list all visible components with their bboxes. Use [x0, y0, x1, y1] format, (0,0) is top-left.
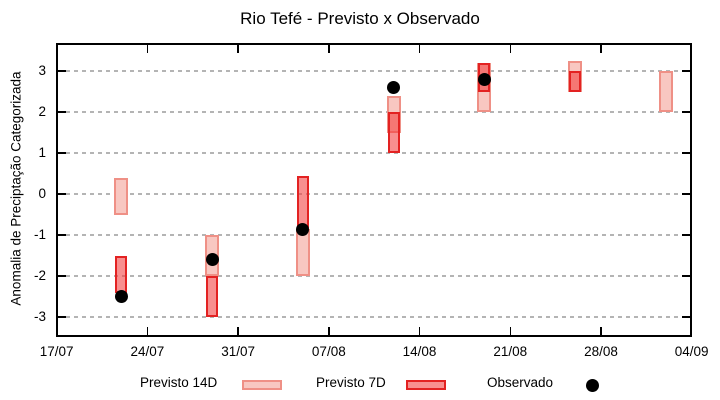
x-tick-mark-top	[146, 45, 149, 53]
y-tick-mark-right	[682, 111, 690, 113]
x-tick-mark-bottom	[55, 327, 58, 335]
y-tick-mark-left	[58, 275, 66, 277]
y-tick-label: 1	[38, 145, 46, 161]
x-tick-mark-bottom	[328, 327, 330, 335]
x-tick-label: 07/08	[311, 344, 346, 359]
y-tick-label: -2	[33, 268, 46, 284]
y-tick-label: 3	[38, 63, 46, 79]
x-tick-mark-top	[509, 45, 511, 53]
legend-label-previsto-7d: Previsto 7D	[316, 375, 386, 390]
y-tick-mark-left	[58, 234, 66, 236]
observado-dot	[387, 81, 401, 95]
previsto-7d-box	[115, 255, 128, 293]
x-tick-mark-top	[237, 45, 239, 53]
x-tick-label: 04/09	[674, 344, 709, 359]
y-tick-label: 0	[38, 186, 46, 202]
y-tick-label: -1	[33, 227, 46, 243]
x-tick-mark-top	[328, 45, 330, 53]
gridline-y-3	[58, 70, 690, 73]
previsto-7d-box	[206, 276, 219, 318]
x-tick-mark-bottom	[237, 327, 239, 335]
x-tick-label: 14/08	[402, 344, 437, 359]
previsto-14d-box	[295, 229, 310, 277]
plot-area-border	[56, 43, 692, 337]
x-tick-mark-bottom	[690, 327, 693, 335]
gridline-y-2	[58, 111, 690, 114]
previsto-7d-box	[569, 71, 582, 92]
gridline-y-0	[58, 193, 690, 196]
y-tick-mark-left	[58, 152, 66, 154]
y-tick-mark-right	[682, 275, 690, 277]
observado-dot	[205, 253, 219, 267]
y-tick-mark-right	[682, 70, 690, 72]
legend-swatch-previsto-7d	[406, 380, 446, 390]
x-tick-label: 21/08	[493, 344, 528, 359]
x-tick-mark-bottom	[146, 327, 149, 335]
previsto-7d-box	[296, 175, 309, 230]
chart-title: Rio Tefé - Previsto x Observado	[240, 9, 480, 28]
legend-label-observado: Observado	[487, 375, 554, 390]
y-tick-mark-right	[682, 234, 690, 236]
gridline-y-1	[58, 152, 690, 155]
y-tick-mark-left	[58, 316, 66, 318]
observado-dot	[477, 72, 491, 86]
y-tick-label: -3	[33, 309, 46, 325]
legend-label-previsto-14d: Previsto 14D	[140, 375, 218, 390]
x-tick-label: 28/08	[584, 344, 618, 359]
y-tick-mark-left	[58, 111, 66, 113]
y-tick-mark-right	[682, 316, 690, 318]
gridline-y--3	[58, 316, 690, 319]
legend-observado-dot	[586, 379, 599, 392]
gridline-y--1	[58, 234, 690, 237]
x-tick-mark-top	[418, 45, 421, 53]
gridline-y--2	[58, 275, 690, 278]
previsto-7d-box	[387, 112, 400, 154]
y-tick-label: 2	[38, 104, 46, 120]
x-tick-label: 17/07	[39, 344, 74, 359]
observado-dot	[296, 222, 310, 236]
y-tick-mark-left	[58, 70, 66, 72]
x-tick-mark-bottom	[600, 327, 602, 335]
y-tick-mark-left	[58, 193, 66, 195]
x-tick-mark-top	[600, 45, 602, 53]
x-tick-mark-top	[690, 45, 693, 53]
previsto-14d-box	[114, 177, 129, 215]
x-tick-mark-top	[55, 45, 58, 53]
previsto-14d-box	[658, 71, 673, 113]
x-tick-label: 31/07	[221, 344, 256, 359]
observado-dot	[114, 290, 128, 304]
x-tick-mark-bottom	[418, 327, 421, 335]
y-tick-mark-right	[682, 152, 690, 154]
x-tick-mark-bottom	[509, 327, 511, 335]
legend-swatch-previsto-14d	[242, 380, 282, 390]
x-tick-label: 24/07	[130, 344, 165, 359]
y-tick-mark-right	[682, 193, 690, 195]
